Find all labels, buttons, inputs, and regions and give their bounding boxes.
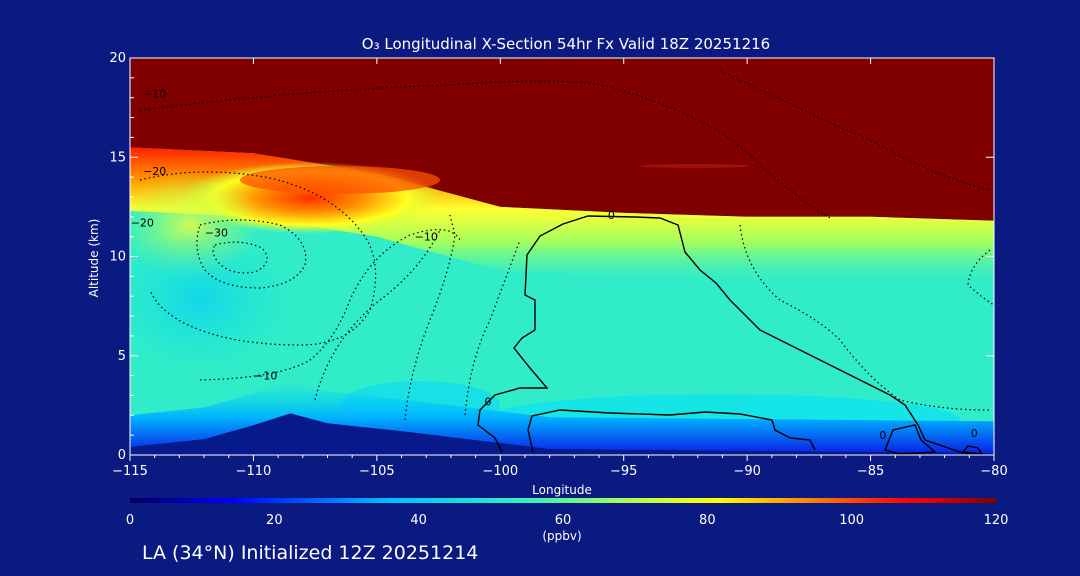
x-tick-label: −85 <box>857 464 884 479</box>
colorbar-unit-label: (ppbv) <box>542 529 581 543</box>
upper-tongue <box>240 166 440 194</box>
contour-label: 0 <box>484 395 491 408</box>
y-axis-label: Altitude (km) <box>87 219 101 298</box>
y-tick-label: 15 <box>109 150 126 165</box>
contour-lines <box>139 69 994 455</box>
colorbar-tick-label: 80 <box>699 513 716 528</box>
colorbar-tick-label: 120 <box>984 513 1009 528</box>
y-tick-label: 10 <box>109 250 126 265</box>
x-tick-label: −115 <box>112 464 148 479</box>
colorbar <box>130 498 996 503</box>
contour-label: −10 <box>143 88 166 101</box>
contour-zero-main <box>477 215 971 455</box>
x-tick-label: −105 <box>359 464 395 479</box>
y-axis: 0 5 10 15 20 <box>109 51 994 463</box>
contour-zero-east-small <box>961 445 984 455</box>
contour-labels: −10 −20 −20 −30 −10 −10 0 0 0 0 <box>131 88 978 442</box>
x-tick-label: −95 <box>610 464 637 479</box>
contour-zero-east-loop <box>884 424 937 455</box>
cyan-region-west <box>130 230 290 370</box>
colorbar-tick-label: 40 <box>410 513 427 528</box>
colorbar-tick-label: 60 <box>555 513 572 528</box>
y-tick-label: 5 <box>118 349 126 364</box>
y-tick-label: 0 <box>118 448 126 463</box>
contour-neg10-upper <box>139 80 831 219</box>
x-axis: −115 −110 −105 −100 −95 −90 −85 −80 <box>112 58 1008 479</box>
contour-neg30-west <box>196 219 307 289</box>
colorbar-ticks: 0 20 40 60 80 100 120 <box>126 513 1009 528</box>
chart-title: O₃ Longitudinal X-Section 54hr Fx Valid … <box>362 35 770 53</box>
contour-neg10-ridge <box>464 239 521 416</box>
plot-area: −10 −20 −20 −30 −10 −10 0 0 0 0 <box>130 58 994 455</box>
x-tick-label: −100 <box>482 464 518 479</box>
stratosphere-streak <box>640 164 750 168</box>
footer-caption: LA (34°N) Initialized 12Z 20251214 <box>142 542 479 564</box>
contour-label: 0 <box>971 427 978 440</box>
contour-east-right <box>967 249 994 306</box>
colorbar-tick-label: 0 <box>126 513 134 528</box>
contour-label: −10 <box>415 231 438 244</box>
x-tick-label: −80 <box>980 464 1007 479</box>
x-tick-label: −90 <box>733 464 760 479</box>
colorbar-tick-label: 20 <box>266 513 283 528</box>
x-tick-label: −110 <box>236 464 272 479</box>
y-tick-label: 20 <box>109 51 126 66</box>
terrain-mask <box>130 413 994 455</box>
x-axis-label: Longitude <box>532 483 592 497</box>
contour-label: −10 <box>254 370 277 383</box>
contour-east-lower <box>739 224 991 411</box>
contour-label: 0 <box>879 429 886 442</box>
contour-zero-lower <box>527 409 816 453</box>
contour-neg10-west <box>199 229 461 381</box>
colorbar-tick-label: 100 <box>839 513 864 528</box>
contour-neg20-west <box>139 171 377 346</box>
contour-label: −20 <box>143 165 166 178</box>
contour-label: 0 <box>608 209 615 222</box>
contour-label: −30 <box>205 227 228 240</box>
contour-label: −20 <box>131 217 154 230</box>
